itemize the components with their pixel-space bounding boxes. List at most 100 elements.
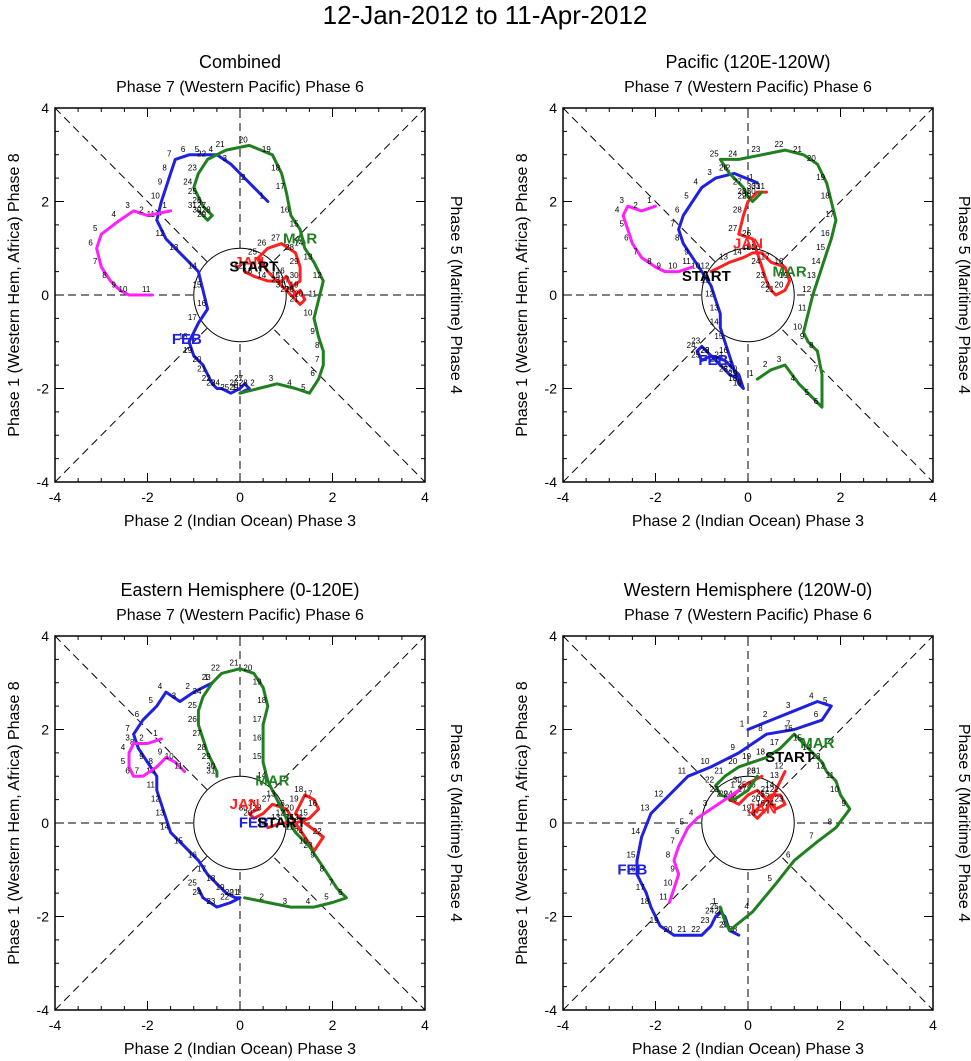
day-label: 12 [775, 762, 784, 771]
day-label: 25 [738, 780, 747, 789]
day-label: 16 [821, 229, 830, 238]
day-label: 30 [239, 804, 248, 813]
day-label: 25 [248, 248, 257, 257]
day-label: 2 [139, 206, 144, 215]
series-line-feb [155, 153, 270, 395]
day-label: 16 [627, 864, 636, 873]
day-label: 30 [193, 206, 202, 215]
day-label: 4 [287, 379, 292, 388]
day-label: 18 [206, 874, 215, 883]
day-label: 14 [257, 271, 266, 280]
day-label: 5 [195, 145, 200, 154]
series-line-apr [127, 737, 186, 778]
day-label: 12 [257, 818, 266, 827]
day-label: 10 [664, 878, 673, 887]
day-label: 15 [793, 734, 802, 743]
day-label: 17 [751, 804, 760, 813]
series-line-mar [196, 667, 348, 909]
day-label: 4 [791, 374, 796, 383]
day-label: 14 [188, 262, 197, 271]
day-label: 10 [165, 752, 174, 761]
day-label: 13 [243, 266, 252, 275]
day-label: 24 [728, 149, 737, 158]
day-label: 29 [738, 192, 747, 201]
day-label: 16 [756, 799, 765, 808]
x-tick-label: -4 [557, 489, 570, 505]
day-label: 16 [280, 206, 289, 215]
day-label: 26 [188, 715, 197, 724]
day-label: 5 [805, 388, 810, 397]
day-label: 17 [636, 883, 645, 892]
day-label: 6 [88, 238, 93, 247]
day-label: 16 [188, 850, 197, 859]
day-label: 5 [823, 696, 828, 705]
series-line-apr [667, 788, 741, 904]
day-label: 6 [786, 850, 791, 859]
day-label: 24 [211, 379, 220, 388]
day-label: 5 [93, 224, 98, 233]
day-label: 9 [670, 864, 675, 873]
day-label: 13 [719, 252, 728, 261]
day-label: 1 [712, 897, 717, 906]
day-label: 20 [728, 757, 737, 766]
day-label: 19 [253, 677, 262, 686]
day-label: 1 [236, 888, 241, 897]
day-label: 1 [647, 196, 652, 205]
x-tick-label: 4 [929, 1017, 937, 1033]
x-tick-label: -4 [49, 489, 62, 505]
day-label: 6 [125, 766, 130, 775]
day-label: 18 [285, 285, 294, 294]
day-label: 14 [802, 743, 811, 752]
month-label-feb: FEB [172, 331, 202, 348]
series-line-apr [95, 209, 173, 297]
day-label: 8 [758, 724, 763, 733]
day-label: 25 [285, 813, 294, 822]
day-label: 20 [664, 925, 673, 934]
day-label: 22 [202, 374, 211, 383]
day-label: 17 [724, 360, 733, 369]
day-label: 4 [809, 691, 814, 700]
day-label: 10 [668, 262, 677, 271]
day-label: 11 [142, 285, 151, 294]
day-label: 11 [174, 762, 183, 771]
day-label: 7 [93, 257, 98, 266]
x-tick-label: -4 [49, 1017, 62, 1033]
day-label: 15 [299, 808, 308, 817]
day-label: 10 [691, 262, 700, 271]
day-label: 6 [310, 369, 315, 378]
day-label: 23 [206, 379, 215, 388]
day-label: 22 [280, 285, 289, 294]
day-label: 31 [188, 201, 197, 210]
day-label: 19 [742, 752, 751, 761]
day-label: 20 [193, 355, 202, 364]
y-tick-label: -4 [545, 1002, 558, 1018]
day-label: 15 [271, 271, 280, 280]
day-label: 27 [719, 921, 728, 930]
day-label: 2 [241, 173, 246, 182]
day-label: 21 [294, 813, 303, 822]
month-label-jan: JAN [733, 235, 763, 252]
start-label: START [257, 815, 306, 832]
y-tick-label: -2 [37, 909, 50, 925]
day-label: 9 [842, 799, 847, 808]
day-label: 19 [262, 145, 271, 154]
day-label: 5 [121, 757, 126, 766]
day-label: 19 [742, 804, 751, 813]
day-label: 20 [775, 280, 784, 289]
day-label: 17 [188, 313, 197, 322]
day-label: 23 [271, 276, 280, 285]
day-label: 13 [156, 808, 165, 817]
x-tick-label: -2 [649, 1017, 662, 1033]
bottom-axis-label: Phase 2 (Indian Ocean) Phase 3 [632, 513, 864, 530]
day-label: 29 [719, 790, 728, 799]
day-label: 13 [807, 271, 816, 280]
series-line-feb [677, 171, 759, 390]
x-tick-label: 4 [421, 489, 429, 505]
day-label: 24 [183, 177, 192, 186]
day-label: 21 [761, 785, 770, 794]
day-label: 21 [290, 294, 299, 303]
day-label: 13 [812, 752, 821, 761]
day-label: 18 [728, 374, 737, 383]
day-label: 23 [710, 785, 719, 794]
day-label: 19 [290, 794, 299, 803]
